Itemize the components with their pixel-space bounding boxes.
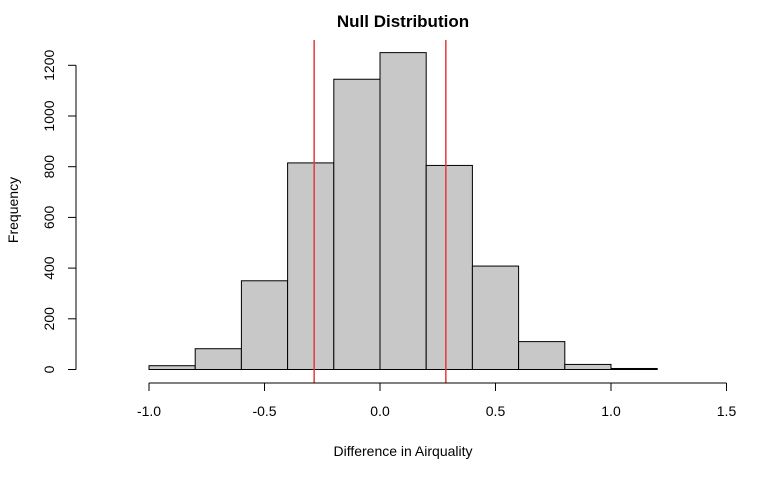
- y-tick-label: 600: [41, 206, 57, 230]
- y-tick-label: 200: [41, 307, 57, 331]
- histogram-bar-7: [425, 164, 473, 370]
- histogram-bar-9: [518, 341, 566, 370]
- y-axis-label: Frequency: [5, 177, 21, 243]
- reference-lines-group: [313, 40, 447, 383]
- x-tick-label: -1.0: [137, 403, 161, 419]
- chart-title: Null Distribution: [337, 12, 469, 31]
- x-tick-label: -0.5: [252, 403, 276, 419]
- x-tick-label: 0.0: [370, 403, 390, 419]
- x-axis-label: Difference in Airquality: [333, 443, 472, 459]
- histogram-bar-11: [610, 367, 658, 370]
- x-tick-label: 0.5: [486, 403, 506, 419]
- x-tick-label: 1.0: [601, 403, 621, 419]
- histogram-bar-1: [148, 365, 196, 371]
- histogram-bar-8: [471, 265, 520, 370]
- x-axis: -1.0 -0.5 0.0 0.5 1.0 1.5: [137, 382, 737, 419]
- y-tick-label: 1200: [41, 50, 57, 81]
- histogram-bar-2: [194, 348, 242, 371]
- histogram-bar-6: [379, 52, 427, 370]
- histogram-bar-5: [333, 78, 381, 371]
- y-tick-label: 800: [41, 155, 57, 179]
- x-tick-label: 1.5: [717, 403, 737, 419]
- y-axis: 0 200 400 600 800 1000 1200: [41, 50, 77, 373]
- histogram-bar-4: [287, 162, 335, 370]
- y-tick-label: 1000: [41, 100, 57, 131]
- y-tick-label: 0: [41, 365, 57, 373]
- histogram-bar-10: [564, 363, 612, 370]
- histogram-bar-3: [240, 280, 289, 370]
- bars-group: [148, 52, 658, 371]
- y-tick-label: 400: [41, 256, 57, 280]
